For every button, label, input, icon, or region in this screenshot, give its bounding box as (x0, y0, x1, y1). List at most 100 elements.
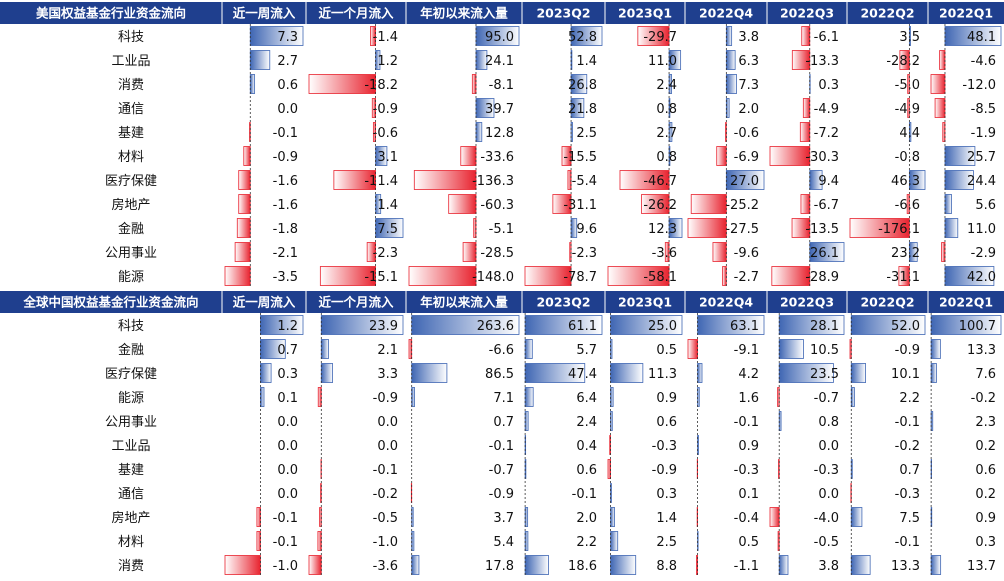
data-label: -2.3 (572, 246, 597, 261)
data-bar (462, 242, 477, 262)
column-header: 近一个月流入 (318, 6, 394, 21)
data-label: -0.1 (572, 487, 597, 502)
row-label: 金融 (118, 221, 144, 237)
data-bar (934, 98, 946, 118)
data-label: 0.6 (277, 78, 298, 93)
data-bar (610, 555, 637, 575)
data-bar (256, 531, 261, 551)
column-header: 2022Q1 (939, 295, 993, 310)
data-label: 2.2 (899, 391, 920, 406)
data-label: 9.6 (576, 222, 597, 237)
data-label: -0.3 (734, 463, 759, 478)
row-label: 基建 (118, 463, 144, 478)
data-label: -0.2 (373, 487, 398, 502)
data-label: 52.0 (891, 319, 920, 334)
data-label: 0.7 (493, 415, 514, 430)
data-bar (944, 218, 959, 238)
data-bar (722, 266, 727, 286)
data-bar (769, 146, 811, 166)
data-label: -0.6 (373, 126, 398, 141)
column-header: 近一周流入 (233, 6, 296, 21)
data-label: -2.9 (971, 246, 996, 261)
column-header: 近一个月流入 (318, 295, 394, 310)
data-label: -29.7 (643, 30, 677, 45)
data-label: -0.1 (895, 535, 920, 550)
data-label: 39.7 (485, 102, 514, 117)
data-label: 13.3 (891, 559, 920, 574)
data-label: 47.4 (568, 367, 597, 382)
column-header: 近一周流入 (233, 295, 296, 310)
data-label: 1.4 (656, 511, 677, 526)
data-label: 2.4 (656, 78, 677, 93)
data-bar (567, 170, 572, 190)
data-label: -33.6 (480, 150, 514, 165)
data-label: 1.2 (377, 54, 398, 69)
data-bar (850, 555, 871, 575)
data-label: 0.6 (576, 463, 597, 478)
data-bar (413, 170, 477, 190)
data-bar (610, 531, 619, 551)
data-label: 0.7 (277, 343, 298, 358)
data-label: 2.1 (377, 343, 398, 358)
data-label: 100.7 (959, 319, 996, 334)
row-label: 能源 (118, 270, 144, 285)
data-label: 7.5 (899, 511, 920, 526)
data-label: -4.9 (895, 102, 920, 117)
data-bar (930, 363, 937, 383)
data-label: 2.3 (975, 415, 996, 430)
data-label: -0.5 (373, 511, 398, 526)
data-label: 61.1 (568, 319, 597, 334)
data-label: -0.7 (814, 391, 839, 406)
data-label: 11.0 (648, 54, 677, 69)
data-label: -0.1 (895, 415, 920, 430)
data-label: -1.1 (734, 559, 759, 574)
data-bar (697, 363, 703, 383)
data-label: -2.3 (373, 246, 398, 261)
data-label: 0.6 (975, 463, 996, 478)
data-label: 23.5 (810, 367, 839, 382)
data-label: -15.5 (563, 150, 597, 165)
data-label: -6.6 (489, 343, 514, 358)
data-label: 63.1 (730, 319, 759, 334)
data-label: 0.3 (277, 367, 298, 382)
data-label: -3.5 (273, 270, 298, 285)
data-label: -8.5 (971, 102, 996, 117)
data-label: -11.4 (364, 174, 398, 189)
row-label: 材料 (118, 150, 144, 165)
row-label: 房地产 (111, 510, 150, 526)
data-label: 7.3 (738, 78, 759, 93)
data-label: -6.9 (734, 150, 759, 165)
data-bar (524, 339, 533, 359)
row-label: 能源 (118, 391, 144, 406)
data-label: -15.1 (364, 270, 398, 285)
column-header: 2022Q2 (860, 295, 914, 310)
data-label: 2.7 (656, 126, 677, 141)
data-label: -28.5 (480, 246, 514, 261)
data-bar (260, 387, 265, 407)
data-label: 2.4 (576, 415, 597, 430)
data-bar (800, 194, 811, 214)
data-bar (317, 531, 322, 551)
data-label: 3.8 (818, 559, 839, 574)
data-label: 7.5 (377, 222, 398, 237)
data-bar (725, 98, 730, 118)
data-label: -13.5 (805, 222, 839, 237)
data-label: -9.1 (734, 343, 759, 358)
data-label: 5.7 (576, 343, 597, 358)
data-label: 1.4 (576, 54, 597, 69)
data-label: 3.8 (738, 30, 759, 45)
column-header: 2023Q1 (618, 6, 672, 21)
data-label: -2.1 (273, 246, 298, 261)
data-label: 0.8 (656, 150, 677, 165)
column-header: 年初以来流入量 (420, 295, 508, 310)
column-header: 2022Q1 (939, 6, 993, 21)
data-label: -5.1 (489, 222, 514, 237)
data-label: -0.1 (273, 511, 298, 526)
data-label: 11.0 (967, 222, 996, 237)
row-label: 工业品 (111, 54, 150, 69)
data-label: 0.9 (975, 511, 996, 526)
data-label: 0.1 (738, 487, 759, 502)
data-label: 24.4 (967, 174, 996, 189)
data-bar (411, 363, 448, 383)
